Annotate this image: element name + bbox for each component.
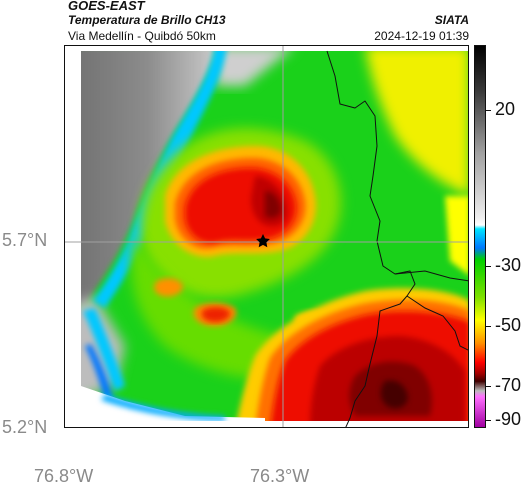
colorbar-tick-m90 (486, 420, 491, 421)
colorbar-label-m50: -50 (495, 315, 522, 335)
route-label: Via Medellín - Quibdó 50km (68, 29, 216, 43)
colorbar-label-20: 20 (495, 99, 516, 119)
brightness-temperature-field (65, 46, 468, 427)
lon-label-76-3: 76.3°W (250, 466, 310, 486)
colorbar-label-m70: -70 (495, 375, 522, 395)
colorbar-tick-m70 (486, 386, 491, 387)
colorbar (474, 45, 486, 428)
colorbar-tick-m50 (486, 326, 491, 327)
product-title: GOES-EAST (68, 0, 145, 13)
colorbar-label-m90: -90 (495, 409, 522, 429)
channel-subtitle: Temperatura de Brillo CH13 (68, 13, 226, 27)
organization-label: SIATA (434, 13, 469, 27)
lon-label-76-8: 76.8°W (34, 466, 94, 486)
lat-label-5-2: 5.2°N (2, 417, 48, 437)
lat-label-5-7: 5.7°N (2, 230, 48, 250)
colorbar-label-m30: -30 (495, 255, 522, 275)
colorbar-tick-20 (486, 110, 491, 111)
colorbar-tick-m30 (486, 266, 491, 267)
timestamp-label: 2024-12-19 01:39 (374, 29, 469, 43)
satellite-map[interactable] (64, 45, 469, 428)
